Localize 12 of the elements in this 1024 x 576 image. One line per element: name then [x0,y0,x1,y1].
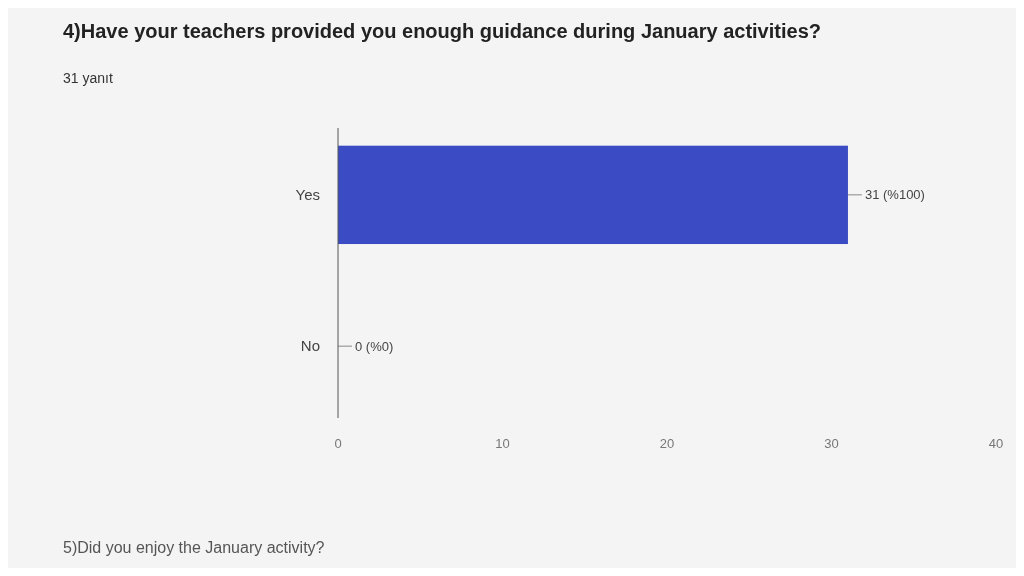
x-tick-label: 0 [334,436,342,451]
data-label: 0 (%0) [355,338,394,354]
x-tick-label: 30 [824,436,839,451]
x-tick-label: 40 [988,436,1004,451]
x-tick-label: 20 [659,436,675,451]
chart-title: 4)Have your teachers provided you enough guidance during January activities? [63,20,821,42]
data-label: 31 (%100) [864,187,925,203]
text: 5)Did you enjoy the January activity? [63,539,325,556]
y-tick-label: Yes [295,186,320,204]
text: 31 yanıt [63,70,113,86]
y-tick-label: No [300,337,320,355]
x-tick-label: 10 [495,436,510,451]
